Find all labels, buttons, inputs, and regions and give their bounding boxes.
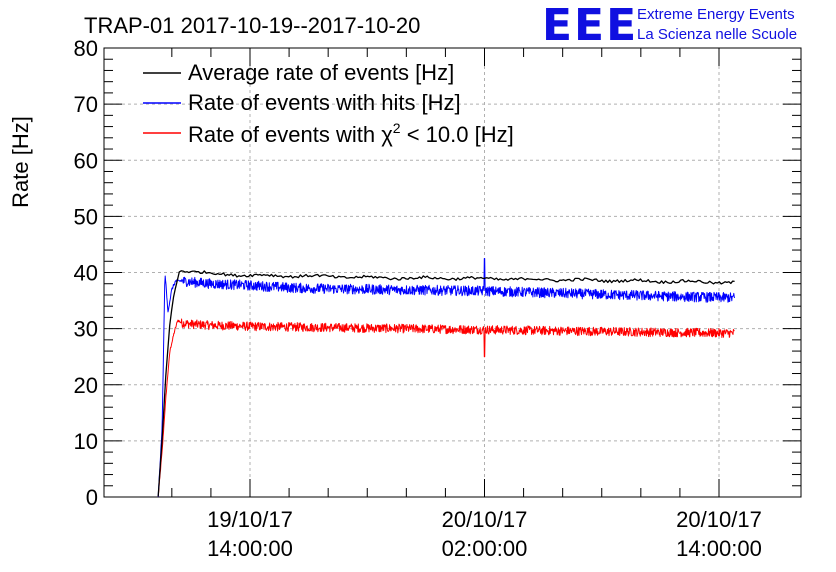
legend-chi-suffix: < 10.0 [Hz] xyxy=(401,122,514,147)
eee-logo: EEE Extreme Energy Events La Scienza nel… xyxy=(542,0,797,51)
y-tick-label: 10 xyxy=(74,429,98,454)
y-tick-label: 30 xyxy=(74,317,98,342)
series-line-hits xyxy=(157,258,736,498)
y-tick-label: 40 xyxy=(74,261,98,286)
chart-title: TRAP-01 2017-10-19--2017-10-20 xyxy=(84,13,420,38)
legend-chi-sup: 2 xyxy=(393,120,401,136)
y-tick-label: 20 xyxy=(74,373,98,398)
y-tick-label: 80 xyxy=(74,36,98,61)
x-tick-date: 20/10/17 xyxy=(442,507,528,532)
axis-layer: 0 10 20 30 40 50 60 70 80 19/10/17 14:00:00 20/10/1… xyxy=(74,36,801,561)
plot-frame xyxy=(103,47,802,498)
y-tick-label: 50 xyxy=(74,204,98,229)
legend: Average rate of events [Hz] Rate of even… xyxy=(143,60,514,147)
x-tick-date: 20/10/17 xyxy=(676,507,762,532)
y-tick-label: 0 xyxy=(86,485,98,510)
legend-label-chi: Rate of events with χ2 < 10.0 [Hz] xyxy=(188,120,514,147)
x-tick-time: 02:00:00 xyxy=(442,536,528,561)
legend-chi-symbol: χ xyxy=(381,122,393,147)
y-axis-label: Rate [Hz] xyxy=(8,116,33,208)
legend-label-avg: Average rate of events [Hz] xyxy=(188,60,454,85)
logo-mark: EEE xyxy=(542,0,638,51)
logo-line-1: Extreme Energy Events xyxy=(637,6,795,23)
x-tick-date: 19/10/17 xyxy=(207,507,293,532)
series-line-chi xyxy=(157,318,735,497)
series-line-avg xyxy=(157,270,735,497)
series-layer xyxy=(157,258,736,498)
legend-label-hits: Rate of events with hits [Hz] xyxy=(188,90,461,115)
x-tick-time: 14:00:00 xyxy=(676,536,762,561)
y-tick-label: 70 xyxy=(74,92,98,117)
x-tick-time: 14:00:00 xyxy=(207,536,293,561)
logo-line-2: La Scienza nelle Scuole xyxy=(637,26,797,43)
grid-lines xyxy=(104,48,801,497)
y-tick-label: 60 xyxy=(74,148,98,173)
legend-chi-prefix: Rate of events with xyxy=(188,122,381,147)
